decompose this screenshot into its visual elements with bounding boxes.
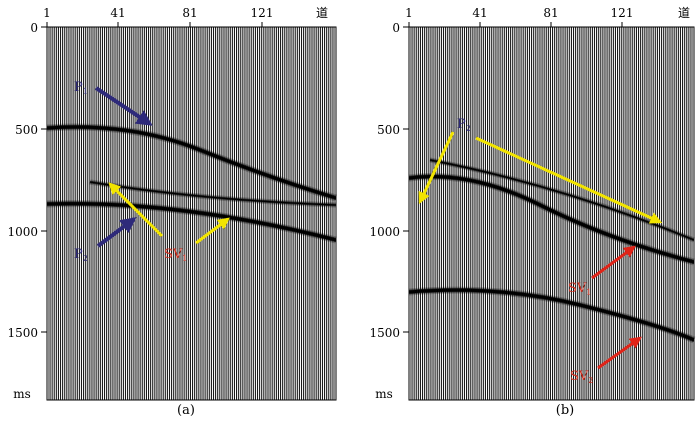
time-axis-b: 0 500 1000 1500 ms	[369, 21, 409, 401]
trace-axis-unit: 道	[316, 6, 328, 20]
label-p1: P1	[74, 80, 88, 96]
panel-b: 1 41 81 121 道 0 500 1000 1500 ms P2 SV1	[369, 6, 696, 418]
time-unit: ms	[375, 387, 393, 401]
time-tick-1000: 1000	[7, 225, 38, 239]
panel-a: 1 41 81 121 道 0 500 1000 1500 ms	[7, 6, 338, 418]
time-tick-1500: 1500	[7, 326, 38, 340]
reflection-sv2	[408, 288, 695, 342]
reflection-p1	[46, 123, 338, 202]
time-tick-500: 500	[377, 123, 400, 137]
time-tick-500: 500	[15, 123, 38, 137]
arrow-sv1-right	[195, 217, 230, 245]
label-sv2: SV2	[570, 369, 593, 385]
arrow-p2-right	[475, 136, 663, 224]
trace-tick-121: 121	[251, 6, 274, 20]
arrow-sv2	[597, 336, 642, 370]
panel-caption-a: (a)	[177, 403, 195, 418]
trace-tick-1: 1	[405, 6, 413, 20]
trace-tick-81: 81	[543, 6, 558, 20]
trace-tick-41: 41	[110, 6, 125, 20]
arrow-p2	[96, 217, 137, 248]
time-unit: ms	[13, 387, 31, 401]
reflection-p2	[408, 175, 695, 264]
arrow-p2-left	[418, 131, 455, 205]
reflection-events-b	[408, 157, 696, 344]
time-tick-0: 0	[30, 21, 38, 35]
reflection-events-a	[46, 123, 338, 244]
trace-lines-b	[410, 27, 693, 400]
time-tick-1500: 1500	[369, 326, 400, 340]
arrow-p1	[94, 86, 153, 126]
label-p2: P2	[74, 247, 88, 263]
arrow-sv1	[591, 245, 636, 280]
trace-tick-81: 81	[182, 6, 197, 20]
time-axis-a: 0 500 1000 1500 ms	[7, 21, 47, 401]
time-tick-0: 0	[392, 21, 400, 35]
trace-axis-b: 1 41 81 121 道	[405, 6, 690, 27]
trace-tick-41: 41	[472, 6, 487, 20]
panel-caption-b: (b)	[556, 403, 574, 418]
label-sv1: SV1	[568, 281, 591, 297]
time-tick-1000: 1000	[369, 225, 400, 239]
label-p2: P2	[457, 117, 471, 133]
reflection-p2	[46, 200, 337, 244]
reflection-p1	[46, 125, 337, 200]
reflection-sv1	[429, 159, 695, 241]
trace-axis-unit: 道	[678, 6, 690, 20]
label-sv1: SV1	[164, 247, 187, 263]
arrow-sv1-left	[108, 182, 164, 238]
trace-tick-121: 121	[611, 6, 634, 20]
reflection-p2	[46, 202, 337, 242]
trace-tick-1: 1	[43, 6, 51, 20]
trace-axis-a: 1 41 81 121 道	[43, 6, 328, 27]
panel-a-frame	[46, 26, 337, 401]
